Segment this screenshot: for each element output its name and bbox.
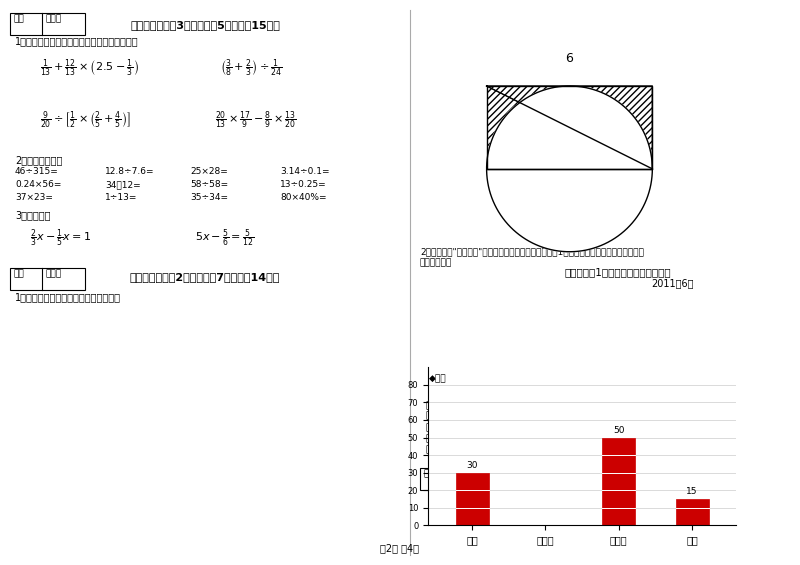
Text: 1÷13=: 1÷13= [105, 193, 138, 202]
Text: 整。: 整。 [425, 411, 436, 420]
Text: 1、求阴影部分的面积（单位：厘米）。: 1、求阴影部分的面积（单位：厘米）。 [15, 292, 121, 302]
Text: 30: 30 [466, 461, 478, 470]
Text: 6: 6 [549, 121, 557, 134]
Text: 37×23=: 37×23= [15, 193, 53, 202]
Text: $\frac{2}{3}x-\frac{1}{5}x=1$: $\frac{2}{3}x-\frac{1}{5}x=1$ [30, 228, 91, 250]
Text: 50: 50 [613, 426, 625, 435]
Polygon shape [486, 86, 652, 169]
Circle shape [486, 86, 652, 252]
Text: 评卷人: 评卷人 [46, 269, 62, 278]
Bar [10, 268, 85, 290]
Text: 58÷58=: 58÷58= [190, 180, 228, 189]
Text: （3）闯红灯的行人数量是汽车的________%，闯红灯的汽车数量是电动车的______%。: （3）闯红灯的行人数量是汽车的________%，闯红灯的汽车数量是电动车的__… [425, 433, 667, 442]
Text: 六、应用题（共7小题，每题3分，共计21分）: 六、应用题（共7小题，每题3分，共计21分） [535, 472, 685, 482]
Text: 3、解方程。: 3、解方程。 [15, 210, 50, 220]
Text: 0.24×56=: 0.24×56= [15, 180, 62, 189]
Text: 计图，如图：: 计图，如图： [420, 258, 452, 267]
Text: 35÷34=: 35÷34= [190, 193, 228, 202]
Text: 2011年6月: 2011年6月 [650, 278, 694, 288]
Bar [455, 473, 489, 525]
Text: 46÷315=: 46÷315= [15, 167, 58, 176]
Text: 25×28=: 25×28= [190, 167, 228, 176]
Text: $\frac{9}{20}\div\left[\frac{1}{2}\times\left(\frac{2}{5}+\frac{4}{5}\right)\rig: $\frac{9}{20}\div\left[\frac{1}{2}\times… [40, 110, 131, 131]
Text: （4）看了上面的统计图，你有什么想法？: （4）看了上面的统计图，你有什么想法？ [425, 444, 527, 453]
Text: 34＋12=: 34＋12= [105, 180, 141, 189]
Text: 第2页 共4页: 第2页 共4页 [381, 543, 419, 553]
Bar [10, 13, 85, 35]
Text: 80×40%=: 80×40%= [280, 193, 326, 202]
Text: 五、综合题（共2小题，每题7分，共计14分）: 五、综合题（共2小题，每题7分，共计14分） [130, 272, 280, 282]
Text: 6: 6 [566, 52, 574, 65]
Text: 评卷人: 评卷人 [456, 469, 472, 478]
Text: ◆数量: ◆数量 [430, 374, 447, 383]
Text: 12.8÷7.6=: 12.8÷7.6= [105, 167, 154, 176]
Text: 得分: 得分 [14, 269, 25, 278]
Bar [675, 499, 709, 525]
Text: 某十字路口1小时内闯红灯情况统计图: 某十字路口1小时内闯红灯情况统计图 [565, 267, 671, 277]
Text: 得分: 得分 [14, 14, 25, 23]
Text: 15: 15 [686, 488, 698, 497]
Text: $\frac{1}{13}+\frac{12}{13}\times\left(2.5-\frac{1}{3}\right)$: $\frac{1}{13}+\frac{12}{13}\times\left(2… [40, 58, 139, 79]
Text: $5x-\frac{5}{6}=\frac{5}{12}$: $5x-\frac{5}{6}=\frac{5}{12}$ [195, 228, 254, 250]
Text: 评卷人: 评卷人 [46, 14, 62, 23]
Text: $\frac{20}{13}\times\frac{17}{9}-\frac{8}{9}\times\frac{13}{20}$: $\frac{20}{13}\times\frac{17}{9}-\frac{8… [215, 110, 297, 132]
Text: 2、直接写得数。: 2、直接写得数。 [15, 155, 62, 165]
Text: （1）闯红灯的汽车数量是摩托车的75%，闯红灯的摩托车有______辆，将统计图补充完: （1）闯红灯的汽车数量是摩托车的75%，闯红灯的摩托车有______辆，将统计图… [425, 400, 655, 409]
Text: 四、计算题（共3小题，每题5分，共计15分）: 四、计算题（共3小题，每题5分，共计15分） [130, 20, 280, 30]
Text: $\left(\frac{3}{8}+\frac{2}{3}\right)\div\frac{1}{24}$: $\left(\frac{3}{8}+\frac{2}{3}\right)\di… [220, 58, 282, 79]
Text: 2、为了创建"文明城市"，交通部门在某个十字路口统计1个小时内闯红灯的情况，制成了统: 2、为了创建"文明城市"，交通部门在某个十字路口统计1个小时内闯红灯的情况，制成… [420, 247, 644, 256]
Text: 13÷0.25=: 13÷0.25= [280, 180, 326, 189]
Bar [420, 468, 495, 490]
Text: 3.14÷0.1=: 3.14÷0.1= [280, 167, 330, 176]
Polygon shape [486, 86, 652, 169]
Circle shape [486, 86, 652, 252]
Text: 1、脱式计算，能简便计算的要简便优化计算。: 1、脱式计算，能简便计算的要简便优化计算。 [15, 36, 138, 46]
Text: 得分: 得分 [424, 469, 434, 478]
Text: （2）在这1小时内，闯红灯的最多的是________，有________辆。: （2）在这1小时内，闯红灯的最多的是________，有________辆。 [425, 422, 616, 431]
Bar [602, 437, 635, 525]
